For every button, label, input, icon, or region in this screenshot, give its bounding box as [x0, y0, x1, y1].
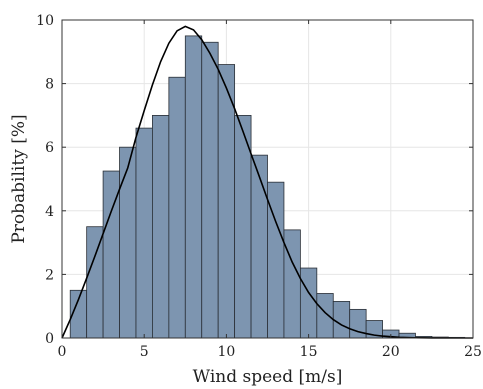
histogram-bar: [217, 64, 236, 339]
plot-frame: [61, 19, 474, 339]
x-tick-label: 5: [140, 344, 149, 360]
histogram-bar: [135, 127, 153, 339]
x-tick-label: 0: [58, 344, 67, 360]
histogram-bar: [184, 35, 203, 339]
histogram-bars: [69, 35, 466, 339]
y-tick-label: 6: [45, 140, 54, 156]
histogram-bar: [250, 154, 268, 339]
histogram-bar: [201, 41, 219, 339]
x-tick-label: 20: [382, 344, 400, 360]
x-tick-label: 25: [464, 344, 482, 360]
y-axis-ticks: 0 2 4 6 8 10: [36, 13, 473, 347]
y-axis-label: Probability [%]: [9, 114, 29, 243]
x-tick-label: 15: [300, 344, 318, 360]
x-axis-label: Wind speed [m/s]: [193, 367, 343, 387]
histogram-bar: [168, 76, 186, 339]
y-tick-label: 10: [36, 13, 54, 29]
y-tick-label: 2: [45, 267, 54, 283]
histogram-bar: [332, 301, 351, 339]
y-tick-label: 4: [45, 204, 54, 220]
y-tick-label: 0: [45, 331, 54, 347]
x-tick-label: 10: [217, 344, 235, 360]
x-axis-ticks: 0 5 10 15 20 25: [58, 20, 482, 360]
y-tick-label: 8: [45, 77, 54, 93]
histogram-bar: [316, 293, 334, 339]
fitted-distribution-curve: [61, 25, 473, 339]
histogram-bar: [152, 115, 170, 339]
histogram-bar: [119, 146, 137, 339]
histogram-bar: [86, 226, 104, 339]
histogram-bar: [299, 267, 318, 339]
histogram-bar: [283, 229, 301, 339]
